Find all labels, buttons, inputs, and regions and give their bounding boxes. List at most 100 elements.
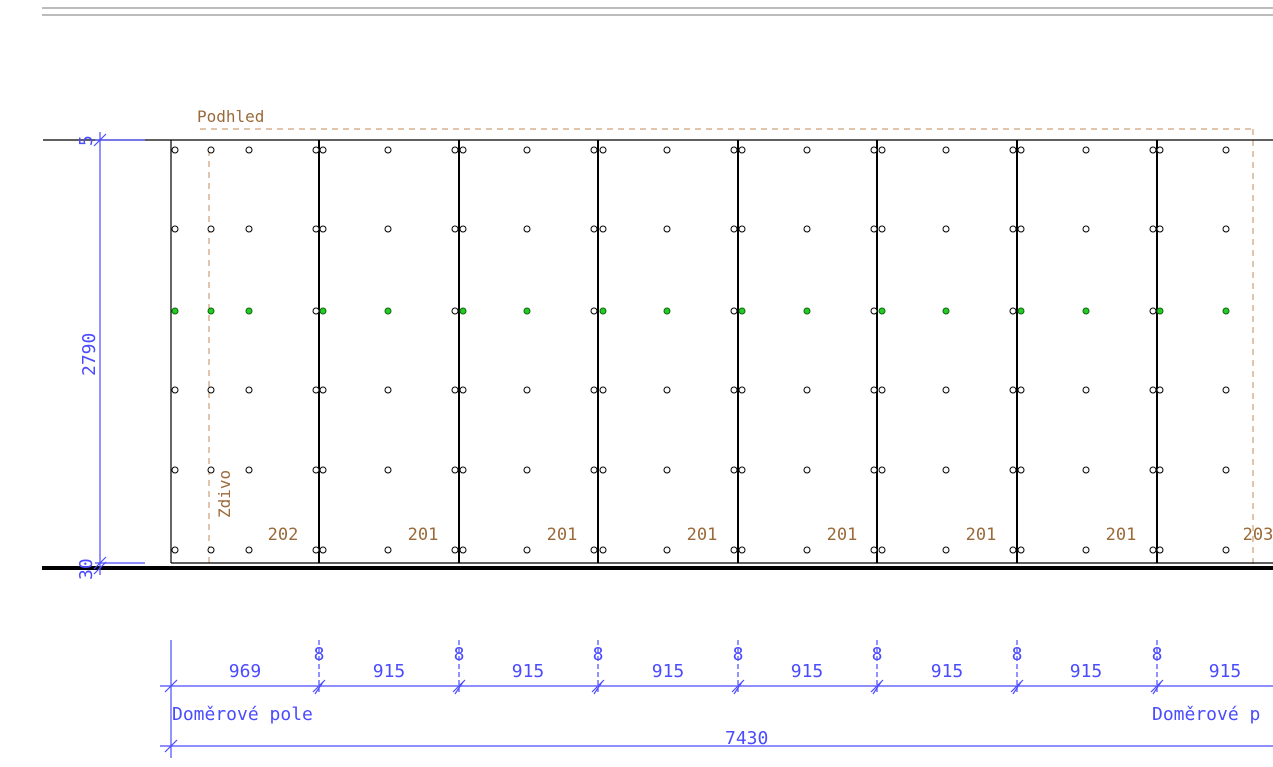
marker xyxy=(1082,466,1090,474)
marker xyxy=(730,466,738,474)
marker xyxy=(459,386,467,394)
marker xyxy=(1017,225,1025,233)
marker xyxy=(245,146,253,154)
marker-green xyxy=(738,307,746,315)
marker xyxy=(878,146,886,154)
marker xyxy=(1156,225,1164,233)
marker-green xyxy=(319,307,327,315)
marker xyxy=(319,225,327,233)
marker xyxy=(599,386,607,394)
marker xyxy=(870,466,878,474)
width-label: 915 xyxy=(791,661,824,682)
marker xyxy=(523,386,531,394)
marker xyxy=(803,386,811,394)
marker xyxy=(1149,225,1157,233)
marker xyxy=(738,225,746,233)
panel-label: 201 xyxy=(408,525,439,545)
dimension-field-left: Doměrové pole xyxy=(172,704,313,725)
marker xyxy=(730,146,738,154)
marker-green xyxy=(803,307,811,315)
gap-label: 8 xyxy=(733,644,744,665)
marker xyxy=(1156,146,1164,154)
marker-green xyxy=(1082,307,1090,315)
gap-label: 8 xyxy=(1012,644,1023,665)
marker xyxy=(312,546,320,554)
width-label: 915 xyxy=(512,661,545,682)
width-label: 915 xyxy=(373,661,406,682)
marker xyxy=(384,146,392,154)
marker xyxy=(1017,546,1025,554)
marker xyxy=(451,466,459,474)
marker xyxy=(878,225,886,233)
marker xyxy=(942,146,950,154)
marker xyxy=(942,466,950,474)
dim-bottom: 30 xyxy=(76,558,97,580)
width-label: 915 xyxy=(652,661,685,682)
marker xyxy=(1149,386,1157,394)
marker xyxy=(245,466,253,474)
marker xyxy=(312,466,320,474)
marker xyxy=(590,546,598,554)
marker-green xyxy=(1156,307,1164,315)
marker xyxy=(384,225,392,233)
marker-green xyxy=(663,307,671,315)
marker xyxy=(171,386,179,394)
marker xyxy=(451,307,459,315)
marker xyxy=(738,466,746,474)
marker xyxy=(1156,466,1164,474)
marker xyxy=(245,546,253,554)
marker-grid xyxy=(171,146,1230,554)
marker xyxy=(942,386,950,394)
marker xyxy=(738,546,746,554)
marker xyxy=(599,546,607,554)
marker xyxy=(459,466,467,474)
gap-label: 8 xyxy=(1152,644,1163,665)
marker xyxy=(384,466,392,474)
width-label: 915 xyxy=(1209,661,1242,682)
width-label: 915 xyxy=(931,661,964,682)
marker xyxy=(590,225,598,233)
marker-green xyxy=(171,307,179,315)
marker xyxy=(1149,146,1157,154)
marker xyxy=(451,386,459,394)
marker xyxy=(1009,386,1017,394)
marker xyxy=(1082,546,1090,554)
marker xyxy=(319,466,327,474)
marker xyxy=(599,146,607,154)
marker xyxy=(730,546,738,554)
marker xyxy=(523,466,531,474)
marker xyxy=(1156,546,1164,554)
marker xyxy=(870,225,878,233)
marker xyxy=(1149,546,1157,554)
panel-label: 201 xyxy=(547,525,578,545)
marker xyxy=(803,225,811,233)
marker xyxy=(171,146,179,154)
marker xyxy=(870,386,878,394)
marker-green xyxy=(384,307,392,315)
panel-dividers xyxy=(318,140,1158,563)
marker xyxy=(803,546,811,554)
marker xyxy=(1156,386,1164,394)
marker xyxy=(459,546,467,554)
marker xyxy=(663,466,671,474)
marker xyxy=(245,225,253,233)
marker xyxy=(451,225,459,233)
marker xyxy=(942,546,950,554)
marker xyxy=(1009,546,1017,554)
marker xyxy=(207,225,215,233)
marker xyxy=(870,146,878,154)
marker xyxy=(942,225,950,233)
marker xyxy=(207,386,215,394)
panel-label: 201 xyxy=(966,525,997,545)
marker xyxy=(1082,386,1090,394)
marker-green xyxy=(878,307,886,315)
marker xyxy=(312,386,320,394)
marker-green xyxy=(459,307,467,315)
marker xyxy=(451,146,459,154)
marker xyxy=(319,546,327,554)
marker-green xyxy=(245,307,253,315)
marker xyxy=(1222,386,1230,394)
marker xyxy=(590,466,598,474)
marker xyxy=(1149,307,1157,315)
